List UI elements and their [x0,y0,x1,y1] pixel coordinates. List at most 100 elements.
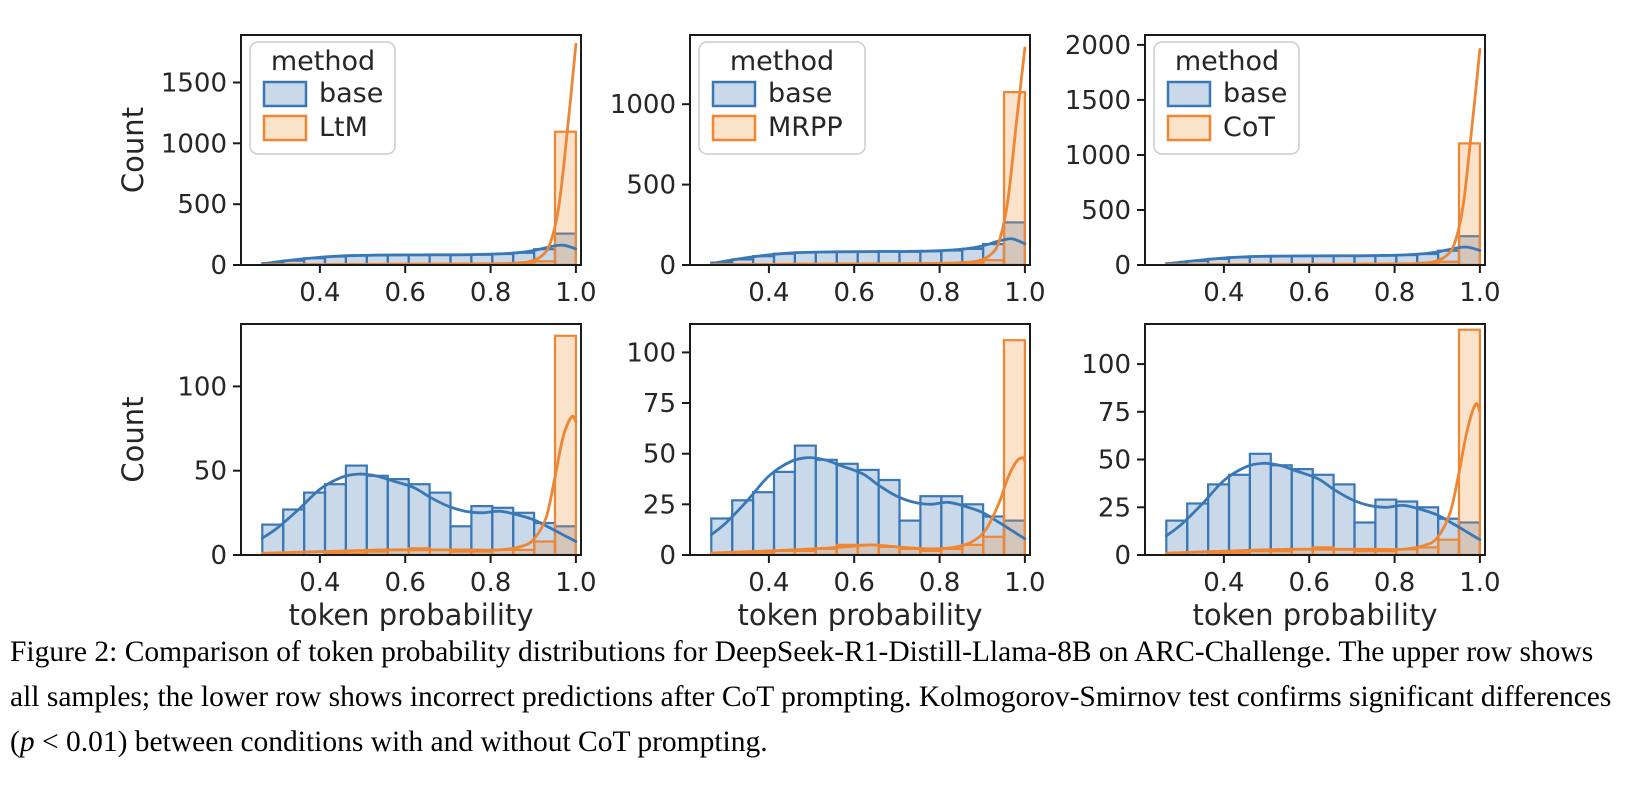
y-tick-label: 50 [194,457,227,487]
y-tick-label: 0 [210,541,227,571]
plot-border [240,323,582,556]
x-tick-label: 0.6 [1289,568,1330,598]
kde-curve-base [263,243,578,265]
histogram-chart-bottom-middle: 0.4 0.6 0.8 1.0 0 25 50 75 100 token probability [626,323,1046,632]
caption-p-variable: p [19,725,35,758]
y-tick-label: 100 [177,372,227,402]
y-tick-label: 50 [643,440,676,470]
y-tick-label: 25 [643,490,676,520]
legend-swatch-base [1166,80,1212,108]
y-tick-label: 500 [177,190,227,220]
subplot-bottom-right-base-vs-cot: 0.4 0.6 0.8 1.0 0 25 50 75 100 token probability [1000,304,1501,638]
x-tick-label: 1.0 [555,568,596,598]
legend-label-CoT: CoT [1223,112,1275,143]
x-tick-label: 1.0 [555,278,596,308]
subplot-top-middle-base-vs-mrpp: 0.4 0.6 0.8 1.0 0 500 1000 method base MRPP [545,15,1046,319]
y-tick-label: 0 [659,541,676,571]
figure-caption: Figure 2: Comparison of token probabilit… [10,630,1624,764]
x-axis-label: token probability [737,598,982,632]
y-tick-label: 1000 [610,90,676,120]
histogram-chart-bottom-left: 0.4 0.6 0.8 1.0 0 50 100 Count token probability [116,323,597,632]
y-tick-label: 0 [1114,251,1131,281]
x-tick-label: 0.8 [1374,278,1415,308]
histogram-bars-group [260,334,578,555]
x-tick-label: 0.6 [385,278,426,308]
legend-label-LtM: LtM [319,112,368,143]
histogram-chart-top-right: 0.4 0.6 0.8 1.0 0 500 1000 1500 2000 methodbaseCo… [1065,31,1501,308]
x-tick-label: 0.8 [470,278,511,308]
x-tick-label: 1.0 [1459,568,1500,598]
kde-curve-LtM [260,414,578,555]
y-tick-label: 0 [1114,541,1131,571]
x-tick-label: 1.0 [1004,278,1045,308]
subplot-top-right-base-vs-cot: 0.4 0.6 0.8 1.0 0 500 1000 1500 2000 method base Co… [1000,15,1501,319]
kde-curve-base [1167,245,1482,265]
plot-border [689,323,1031,556]
y-tick-label: 500 [626,171,676,201]
kde-curve-CoT [1164,402,1482,555]
subplot-bottom-left-base-vs-ltm: 0.4 0.6 0.8 1.0 0 50 100 Count token probability [96,304,597,638]
y-tick-label: 1500 [161,69,227,99]
legend-label-base: base [768,78,832,109]
legend-label-base: base [1223,78,1287,109]
plot-border [240,34,582,266]
y-tick-label: 75 [1098,398,1131,428]
kde-curve-base [709,456,1027,541]
x-tick-label: 0.4 [299,568,340,598]
y-tick-label: 1000 [1065,141,1131,171]
kde-curve-base [260,472,578,543]
y-tick-label: 0 [210,251,227,281]
legend-swatch-MRPP [711,114,757,142]
plot-border [689,34,1031,266]
caption-text-before-p: Figure 2: Comparison of token probabilit… [10,636,1612,758]
plot-border [1144,34,1486,266]
kde-curve-MRPP [709,456,1027,555]
y-tick-label: 0 [659,251,676,281]
legend-swatch-LtM [262,114,308,142]
x-tick-label: 0.6 [834,278,875,308]
legend-swatch-base [711,80,757,108]
histogram-chart-bottom-right: 0.4 0.6 0.8 1.0 0 25 50 75 100 token probability [1081,323,1501,632]
x-tick-label: 0.8 [1374,568,1415,598]
subplot-bottom-middle-base-vs-mrpp: 0.4 0.6 0.8 1.0 0 25 50 75 100 token probability [545,304,1046,638]
y-tick-label: 2000 [1065,31,1131,61]
x-tick-label: 0.6 [834,568,875,598]
legend-swatch-CoT [1166,114,1212,142]
legend-title: method [730,46,834,77]
caption-text-after-p: < 0.01) between conditions with and with… [34,725,768,758]
y-tick-label: 50 [1098,446,1131,476]
plot-border [1144,323,1486,556]
x-tick-label: 0.4 [748,568,789,598]
x-tick-label: 0.8 [919,278,960,308]
x-tick-label: 0.6 [385,568,426,598]
x-axis-label: token probability [1192,598,1437,632]
x-tick-label: 0.4 [1203,278,1244,308]
kde-curve-base [1164,461,1482,542]
x-tick-label: 1.0 [1459,278,1500,308]
legend-swatch-base [262,80,308,108]
y-tick-label: 25 [1098,493,1131,523]
y-tick-label: 75 [643,389,676,419]
x-tick-label: 0.8 [919,568,960,598]
legend-label-base: base [319,78,383,109]
y-tick-label: 1000 [161,129,227,159]
x-tick-label: 0.6 [1289,278,1330,308]
x-tick-label: 0.4 [748,278,789,308]
kde-curve-base [712,237,1027,265]
histogram-bars-group [709,339,1027,555]
y-tick-label: 500 [1081,196,1131,226]
y-tick-label: 1500 [1065,86,1131,116]
x-tick-label: 0.8 [470,568,511,598]
x-tick-label: 1.0 [1004,568,1045,598]
y-tick-label: 100 [626,338,676,368]
legend-title: method [271,46,375,77]
histogram-chart-top-left: 0.4 0.6 0.8 1.0 0 500 1000 1500 Count methodbaseL… [116,34,597,308]
y-tick-label: 100 [1081,350,1131,380]
x-axis-label: token probability [288,598,533,632]
x-tick-label: 0.4 [299,278,340,308]
subplot-top-left-base-vs-ltm: 0.4 0.6 0.8 1.0 0 500 1000 1500 Count method base L… [96,15,597,319]
